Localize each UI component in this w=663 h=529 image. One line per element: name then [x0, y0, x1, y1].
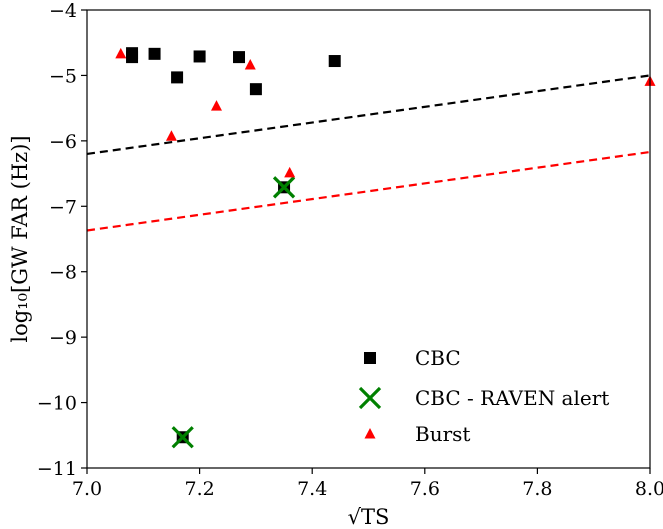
legend-label: Burst [415, 422, 470, 446]
y-tick-label: −6 [49, 131, 77, 153]
threshold-line-1 [86, 150, 651, 232]
plot-frame [86, 9, 651, 469]
square-point-4 [193, 50, 206, 63]
y-tick-label: −11 [37, 458, 77, 480]
triangle-point-1 [165, 130, 177, 141]
square-point-6 [249, 83, 262, 96]
legend-label: CBC - RAVEN alert [415, 386, 609, 410]
threshold-lines [86, 74, 651, 232]
axis-ticks: 7.0 7.2 7.4 7.6 7.8 8.0 −11 −10 −9 −8 −7 −6 −5 −4 [37, 0, 663, 500]
square-point-2 [148, 47, 161, 60]
x-tick-label: 7.8 [522, 478, 552, 500]
x-tick-label: 7.6 [410, 478, 440, 500]
x-point-1 [171, 426, 194, 449]
legend: CBC CBC - RAVEN alert Burst [358, 346, 609, 446]
x-tick-label: 8.0 [635, 478, 663, 500]
y-tick-label: −7 [49, 196, 77, 218]
triangle-point-3 [244, 58, 256, 70]
triangle-point-0 [115, 47, 127, 59]
square-point-3 [171, 71, 184, 84]
y-tick-label: −5 [49, 65, 77, 87]
y-tick-label: −10 [37, 393, 77, 415]
y-tick-label: −4 [49, 0, 77, 22]
y-tick-label: −8 [49, 262, 77, 284]
square-point-1 [126, 51, 139, 64]
y-axis-label: log₁₀[GW FAR (Hz)] [8, 135, 32, 342]
x-tick-label: 7.2 [184, 478, 214, 500]
triangle-point-4 [284, 166, 296, 178]
legend-marker-1 [358, 386, 382, 410]
square-point-5 [233, 51, 246, 64]
square-point-7 [328, 55, 341, 68]
x-point-0 [272, 176, 296, 199]
data-points [115, 47, 656, 449]
triangle-point-2 [210, 100, 222, 111]
threshold-line-0 [86, 74, 651, 156]
legend-marker-0 [364, 352, 376, 364]
legend-label: CBC [415, 346, 461, 370]
x-axis-label: √TS [348, 505, 390, 529]
legend-marker-2 [364, 428, 376, 439]
y-tick-label: −9 [49, 327, 77, 349]
x-tick-label: 7.4 [297, 478, 327, 500]
x-tick-label: 7.0 [72, 478, 102, 500]
